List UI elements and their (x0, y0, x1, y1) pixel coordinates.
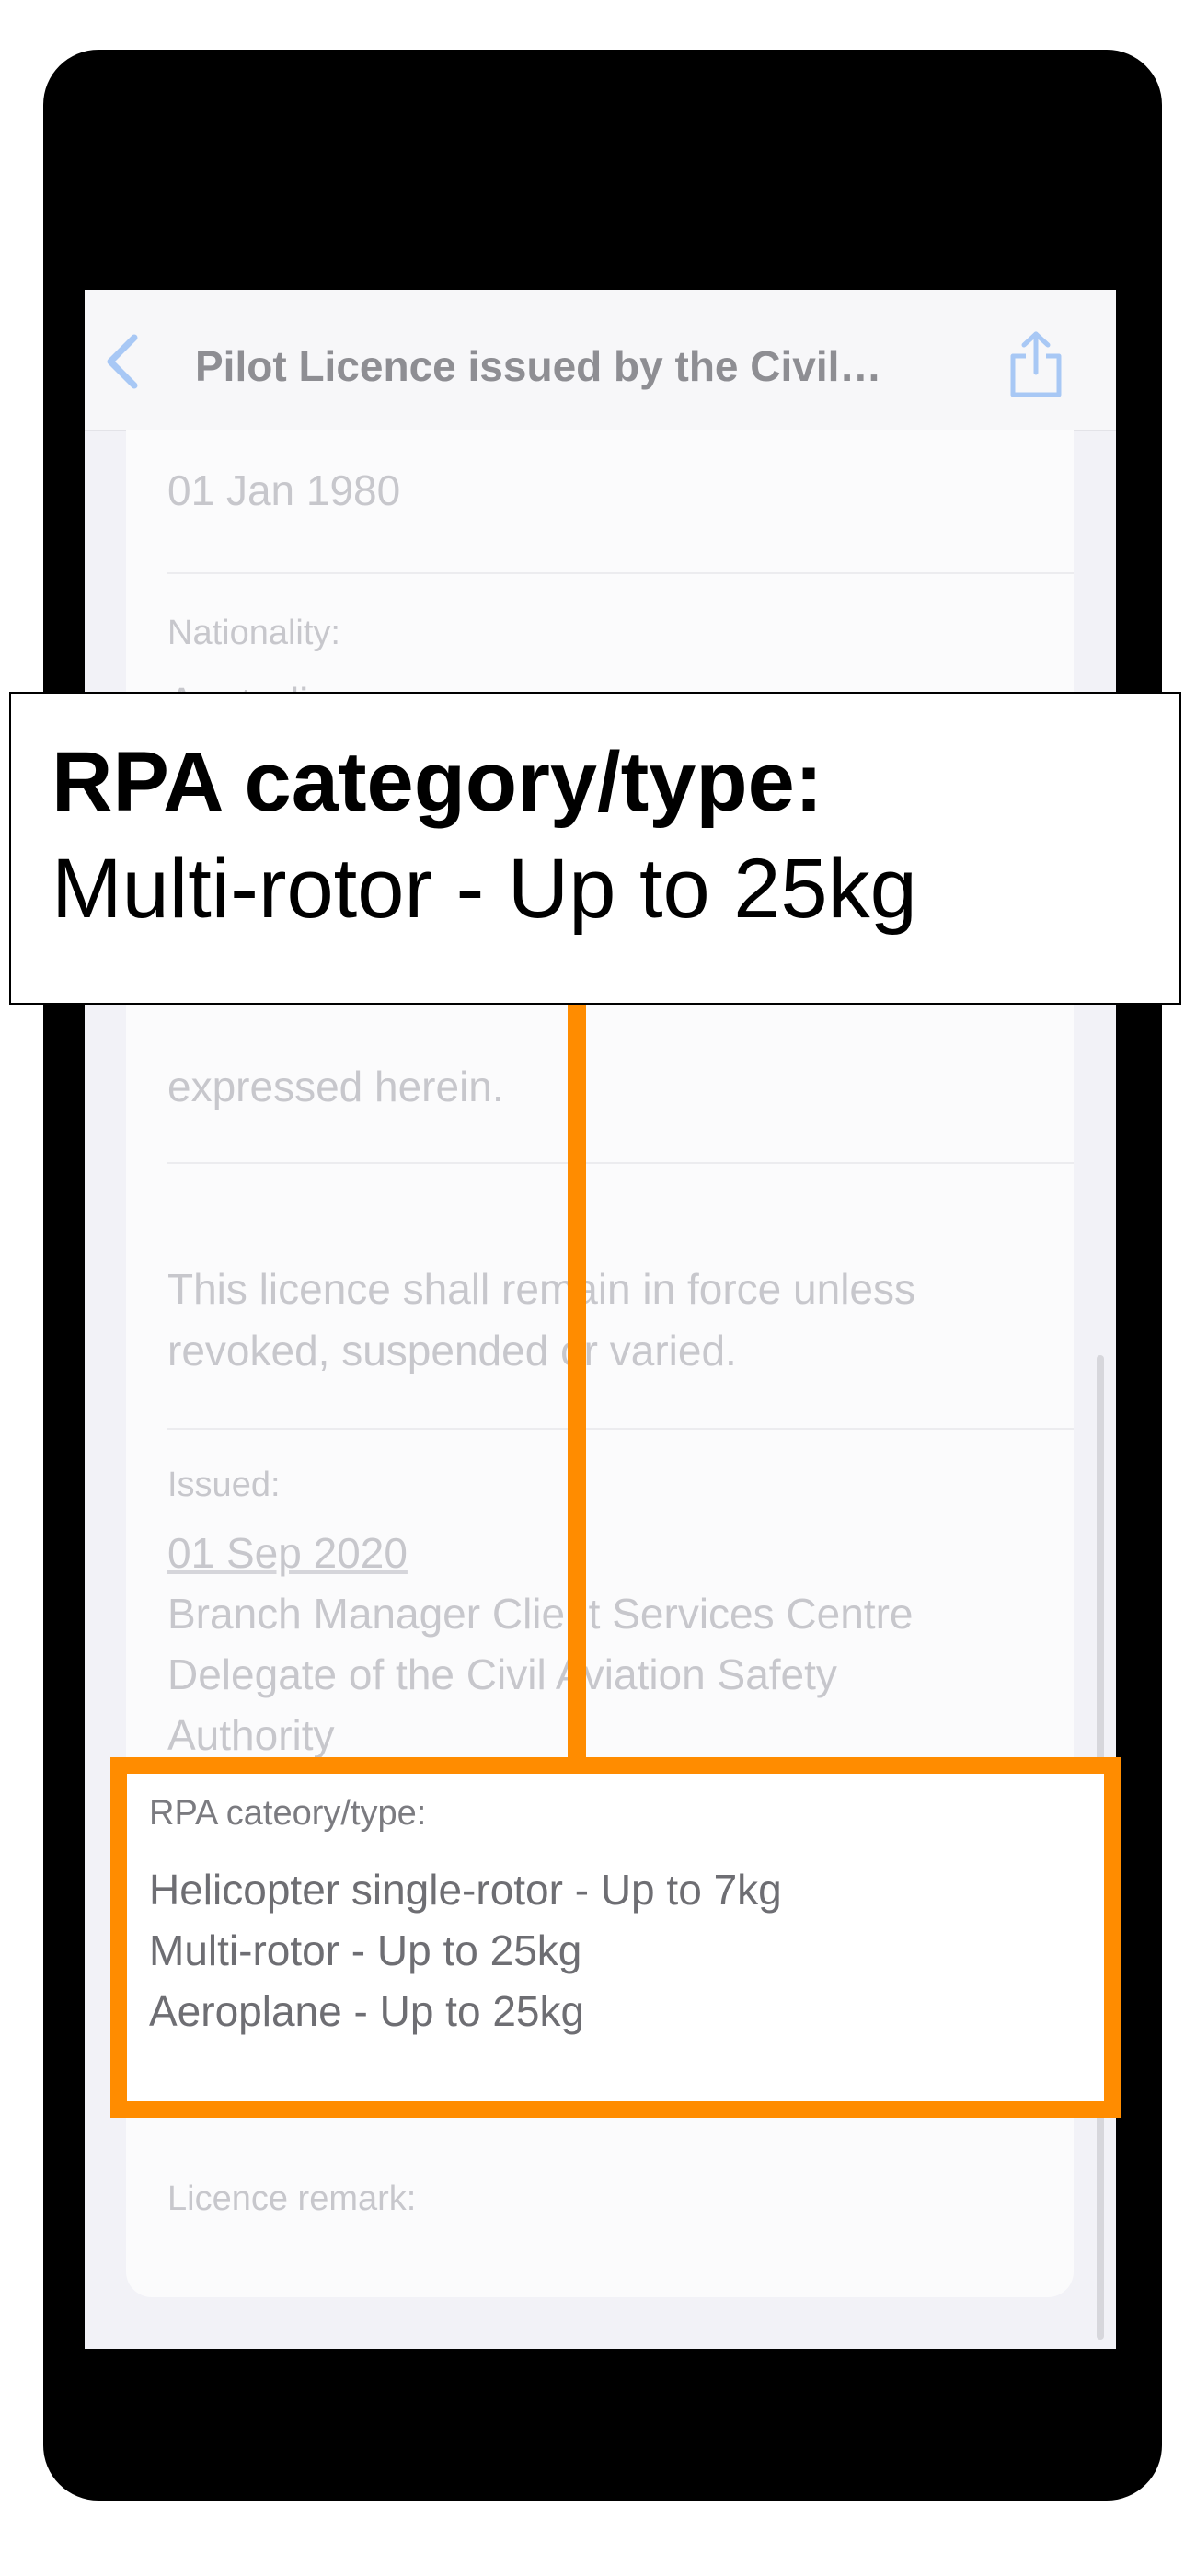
divider (167, 572, 1074, 574)
phone-frame: Pilot Licence issued by the Civil… 01 Ja… (43, 50, 1162, 2501)
issued-line-1: Branch Manager Client Services Centre (167, 1590, 914, 1638)
nationality-label: Nationality: (167, 614, 340, 652)
rpa-type-item: Helicopter single-rotor - Up to 7kg (149, 1866, 782, 1914)
force-text-line-1: This licence shall remain in force unles… (167, 1265, 916, 1313)
rpa-type-item: Multi-rotor - Up to 25kg (149, 1926, 582, 1974)
rpa-label: RPA cateory/type: (149, 1794, 427, 1833)
callout-value: Multi-rotor - Up to 25kg (52, 842, 917, 936)
callout-box: RPA category/type: Multi-rotor - Up to 2… (9, 692, 1181, 1005)
issued-date-link[interactable]: 01 Sep 2020 (167, 1529, 408, 1577)
share-icon[interactable] (1007, 330, 1064, 398)
issued-line-2: Delegate of the Civil Aviation Safety (167, 1650, 837, 1698)
divider (167, 1428, 1074, 1430)
dob-value: 01 Jan 1980 (167, 466, 401, 514)
rpa-highlight-box (110, 1757, 1121, 2118)
force-text-line-2: revoked, suspended or varied. (167, 1327, 737, 1374)
page-title: Pilot Licence issued by the Civil… (195, 342, 882, 390)
issued-label: Issued: (167, 1466, 281, 1504)
chevron-left-icon[interactable] (101, 332, 147, 391)
divider (167, 1162, 1074, 1164)
expressed-text: expressed herein. (167, 1063, 504, 1110)
callout-title: RPA category/type: (52, 735, 823, 829)
issued-line-3: Authority (167, 1711, 335, 1759)
rpa-type-item: Aeroplane - Up to 25kg (149, 1987, 585, 2035)
navigation-bar: Pilot Licence issued by the Civil… (85, 290, 1116, 431)
licence-remark-label: Licence remark: (167, 2179, 417, 2218)
callout-connector-line (568, 1003, 586, 1759)
